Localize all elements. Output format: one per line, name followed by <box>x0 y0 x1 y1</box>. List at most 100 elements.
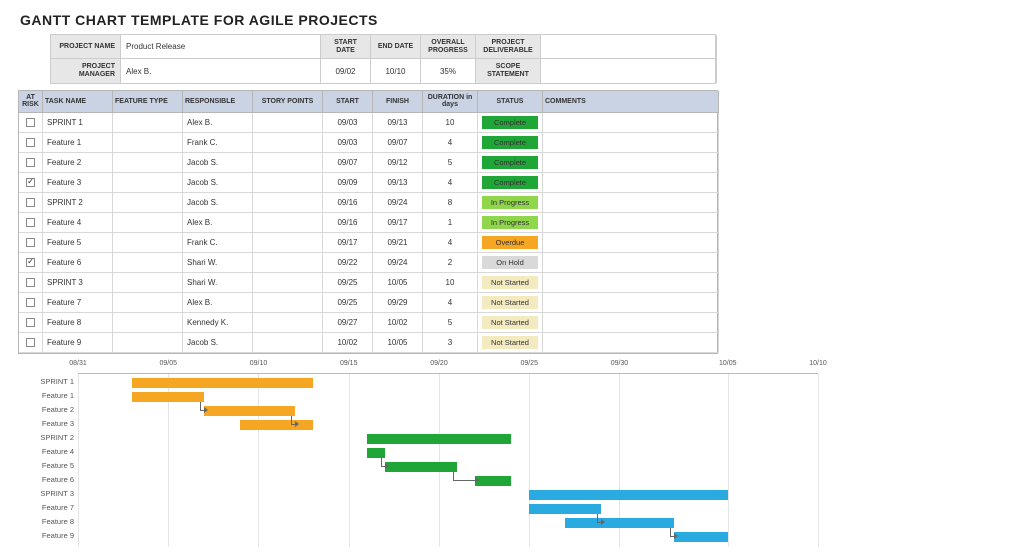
table-cell: Feature 5 <box>43 233 113 253</box>
risk-checkbox[interactable] <box>26 278 35 287</box>
axis-tick: 09/05 <box>159 360 177 367</box>
table-cell: Jacob S. <box>183 193 253 213</box>
risk-checkbox[interactable] <box>26 158 35 167</box>
gantt-row: Feature 9 <box>18 530 818 544</box>
gridline <box>818 374 819 547</box>
table-cell: Alex B. <box>183 293 253 313</box>
table-cell: 09/03 <box>323 133 373 153</box>
table-cell: Feature 3 <box>43 173 113 193</box>
table-cell: Feature 2 <box>43 153 113 173</box>
gantt-row-label: Feature 6 <box>18 475 74 484</box>
table-cell: Complete <box>478 173 543 193</box>
risk-checkbox[interactable] <box>26 198 35 207</box>
table-cell: 8 <box>423 193 478 213</box>
table-cell: SPRINT 3 <box>43 273 113 293</box>
table-cell: SPRINT 2 <box>43 193 113 213</box>
table-cell: 1 <box>423 213 478 233</box>
gantt-bar <box>367 434 511 444</box>
table-cell: 10/05 <box>373 273 423 293</box>
table-cell: Feature 9 <box>43 333 113 353</box>
col-header: FEATURE TYPE <box>113 91 183 113</box>
table-cell: Feature 4 <box>43 213 113 233</box>
task-table: AT RISKTASK NAMEFEATURE TYPERESPONSIBLES… <box>18 90 718 354</box>
gantt-row-label: Feature 2 <box>18 405 74 414</box>
gantt-bar <box>367 448 385 458</box>
table-cell: 09/22 <box>323 253 373 273</box>
table-cell <box>113 173 183 193</box>
table-cell: Alex B. <box>183 113 253 133</box>
gantt-chart: 08/3109/0509/1009/1509/2009/2509/3010/05… <box>18 362 818 547</box>
table-cell <box>19 293 43 313</box>
table-cell <box>253 333 323 353</box>
gantt-bar <box>529 490 728 500</box>
table-cell: 09/21 <box>373 233 423 253</box>
risk-checkbox[interactable] <box>26 338 35 347</box>
risk-checkbox[interactable] <box>26 178 35 187</box>
risk-checkbox[interactable] <box>26 298 35 307</box>
axis-tick: 09/10 <box>250 360 268 367</box>
table-cell: Feature 7 <box>43 293 113 313</box>
table-cell: Shari W. <box>183 273 253 293</box>
col-header: AT RISK <box>19 91 43 113</box>
table-cell <box>19 133 43 153</box>
table-cell <box>253 213 323 233</box>
table-cell <box>253 173 323 193</box>
col-header: DURATION in days <box>423 91 478 113</box>
gantt-row: Feature 3 <box>18 418 818 432</box>
gantt-bar <box>385 462 457 472</box>
gantt-row-label: Feature 1 <box>18 391 74 400</box>
table-cell: Not Started <box>478 293 543 313</box>
gantt-row: SPRINT 2 <box>18 432 818 446</box>
axis-tick: 08/31 <box>69 360 87 367</box>
col-header: START <box>323 91 373 113</box>
table-cell <box>19 333 43 353</box>
table-cell: 09/09 <box>323 173 373 193</box>
col-header: STORY POINTS <box>253 91 323 113</box>
table-cell <box>113 273 183 293</box>
table-cell <box>19 233 43 253</box>
axis-tick: 10/05 <box>719 360 737 367</box>
table-cell <box>113 293 183 313</box>
table-cell <box>543 213 719 233</box>
dependency-arrow <box>291 416 295 425</box>
table-cell <box>19 113 43 133</box>
table-cell: Jacob S. <box>183 333 253 353</box>
table-cell <box>543 193 719 213</box>
risk-checkbox[interactable] <box>26 138 35 147</box>
dependency-arrow <box>597 514 601 523</box>
table-cell: 10/05 <box>373 333 423 353</box>
risk-checkbox[interactable] <box>26 258 35 267</box>
gantt-row-label: SPRINT 3 <box>18 489 74 498</box>
table-cell <box>19 253 43 273</box>
gantt-bar <box>132 392 204 402</box>
gantt-bar <box>674 532 728 542</box>
dependency-arrow <box>453 472 475 481</box>
table-cell <box>543 293 719 313</box>
gantt-row: SPRINT 3 <box>18 488 818 502</box>
table-cell: Frank C. <box>183 133 253 153</box>
risk-checkbox[interactable] <box>26 218 35 227</box>
table-cell: 4 <box>423 133 478 153</box>
table-cell: 5 <box>423 153 478 173</box>
risk-checkbox[interactable] <box>26 318 35 327</box>
table-cell <box>113 333 183 353</box>
table-cell <box>543 253 719 273</box>
gantt-row: Feature 6 <box>18 474 818 488</box>
table-cell: 09/16 <box>323 193 373 213</box>
col-header: FINISH <box>373 91 423 113</box>
gantt-bar <box>475 476 511 486</box>
table-cell <box>543 333 719 353</box>
gantt-row: SPRINT 1 <box>18 376 818 390</box>
table-cell: 3 <box>423 333 478 353</box>
table-cell: 4 <box>423 293 478 313</box>
table-cell: Feature 8 <box>43 313 113 333</box>
table-cell: 10 <box>423 113 478 133</box>
axis-tick: 09/25 <box>520 360 538 367</box>
value-start: 09/02 <box>321 58 371 82</box>
risk-checkbox[interactable] <box>26 238 35 247</box>
table-cell: Alex B. <box>183 213 253 233</box>
gantt-row: Feature 1 <box>18 390 818 404</box>
table-cell <box>19 273 43 293</box>
table-cell: 10/02 <box>323 333 373 353</box>
risk-checkbox[interactable] <box>26 118 35 127</box>
